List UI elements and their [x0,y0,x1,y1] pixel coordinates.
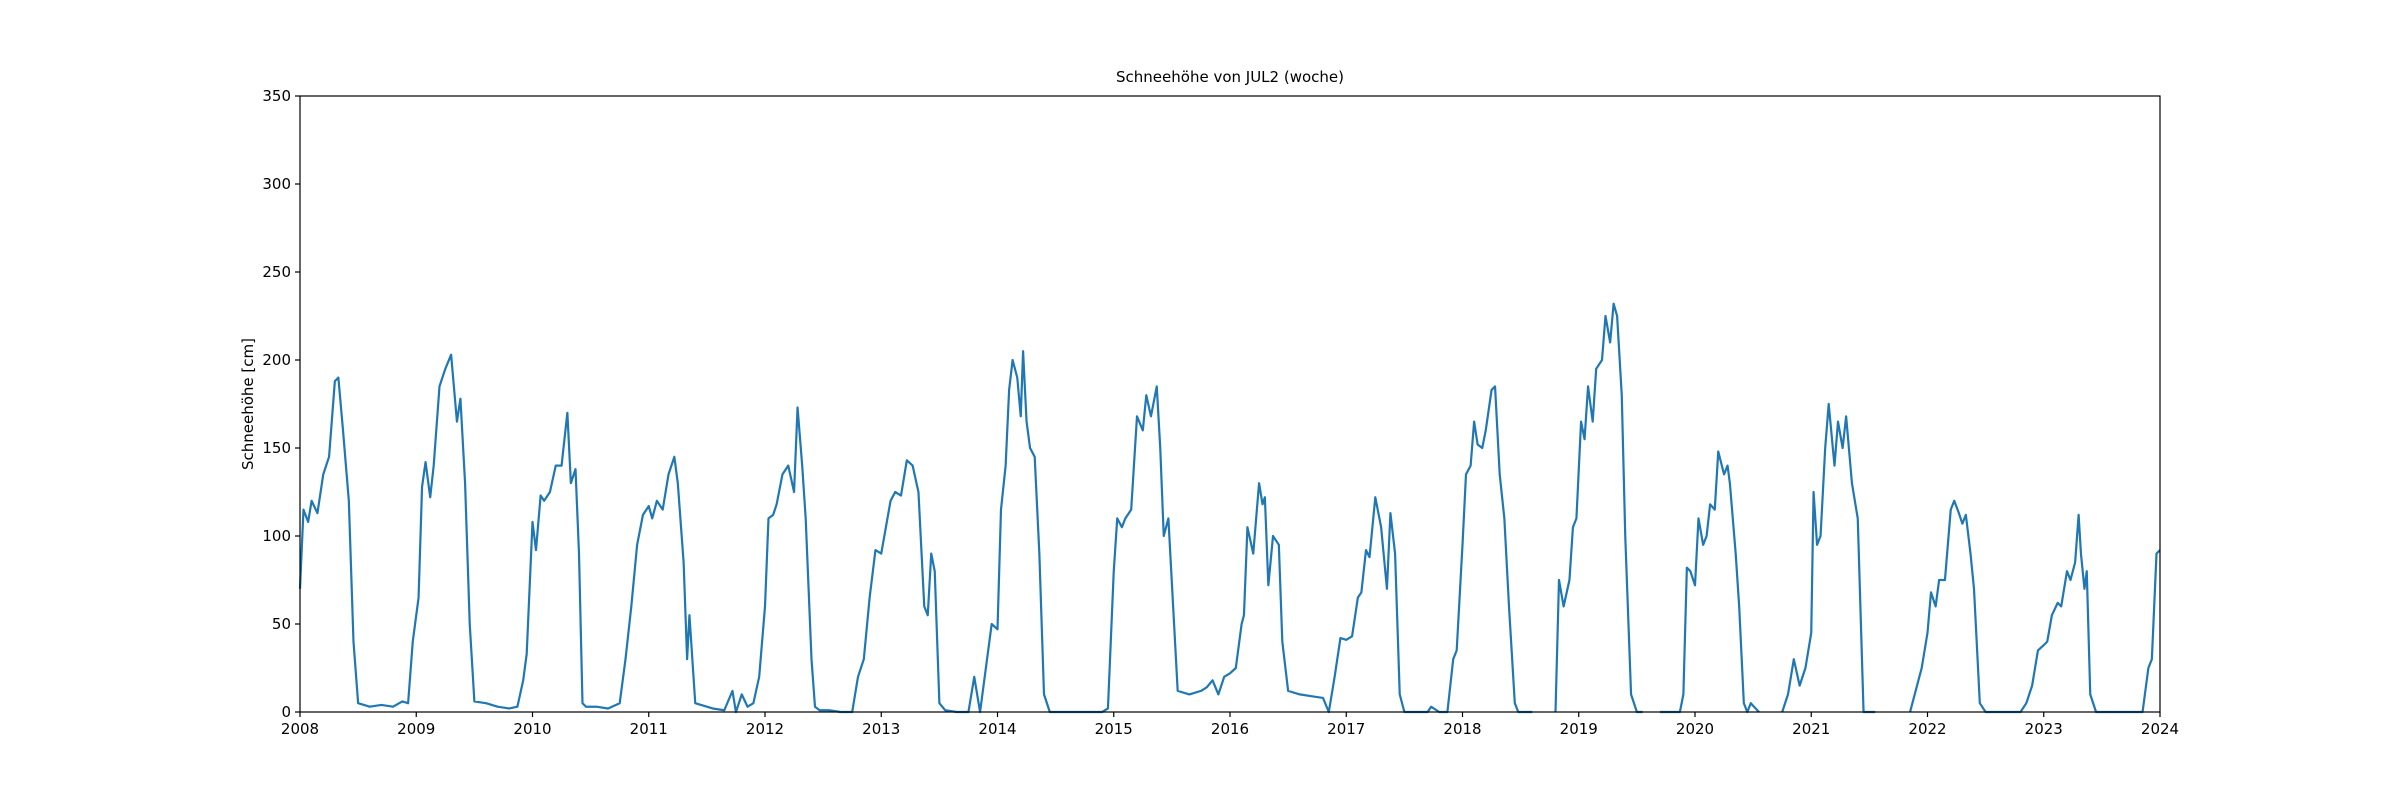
y-tick-label: 200 [262,351,291,369]
x-tick-label: 2017 [1327,720,1365,738]
x-tick-label: 2018 [1443,720,1481,738]
y-tick-label: 50 [272,615,291,633]
x-tick-label: 2013 [862,720,900,738]
y-tick-label: 100 [262,527,291,545]
x-tick-label: 2009 [397,720,435,738]
chart-title: Schneehöhe von JUL2 (woche) [1116,68,1344,86]
x-tick-label: 2012 [746,720,784,738]
x-tick-label: 2014 [978,720,1016,738]
x-tick-label: 2008 [281,720,319,738]
y-tick-label: 150 [262,439,291,457]
y-tick-label: 0 [281,703,291,721]
x-tick-label: 2022 [1908,720,1946,738]
x-tick-label: 2023 [2025,720,2063,738]
y-axis-label: Schneehöhe [cm] [239,338,257,470]
x-tick-label: 2024 [2141,720,2179,738]
plot-frame [299,95,2161,713]
y-tick-label: 350 [262,87,291,105]
x-tick-label: 2015 [1095,720,1133,738]
x-tick-label: 2021 [1792,720,1830,738]
x-tick-label: 2020 [1676,720,1714,738]
y-tick-label: 250 [262,263,291,281]
y-tick-label: 300 [262,175,291,193]
x-tick-label: 2019 [1560,720,1598,738]
x-tick-label: 2010 [513,720,551,738]
data-line [298,302,2161,714]
x-tick-label: 2011 [630,720,668,738]
x-tick-label: 2016 [1211,720,1249,738]
